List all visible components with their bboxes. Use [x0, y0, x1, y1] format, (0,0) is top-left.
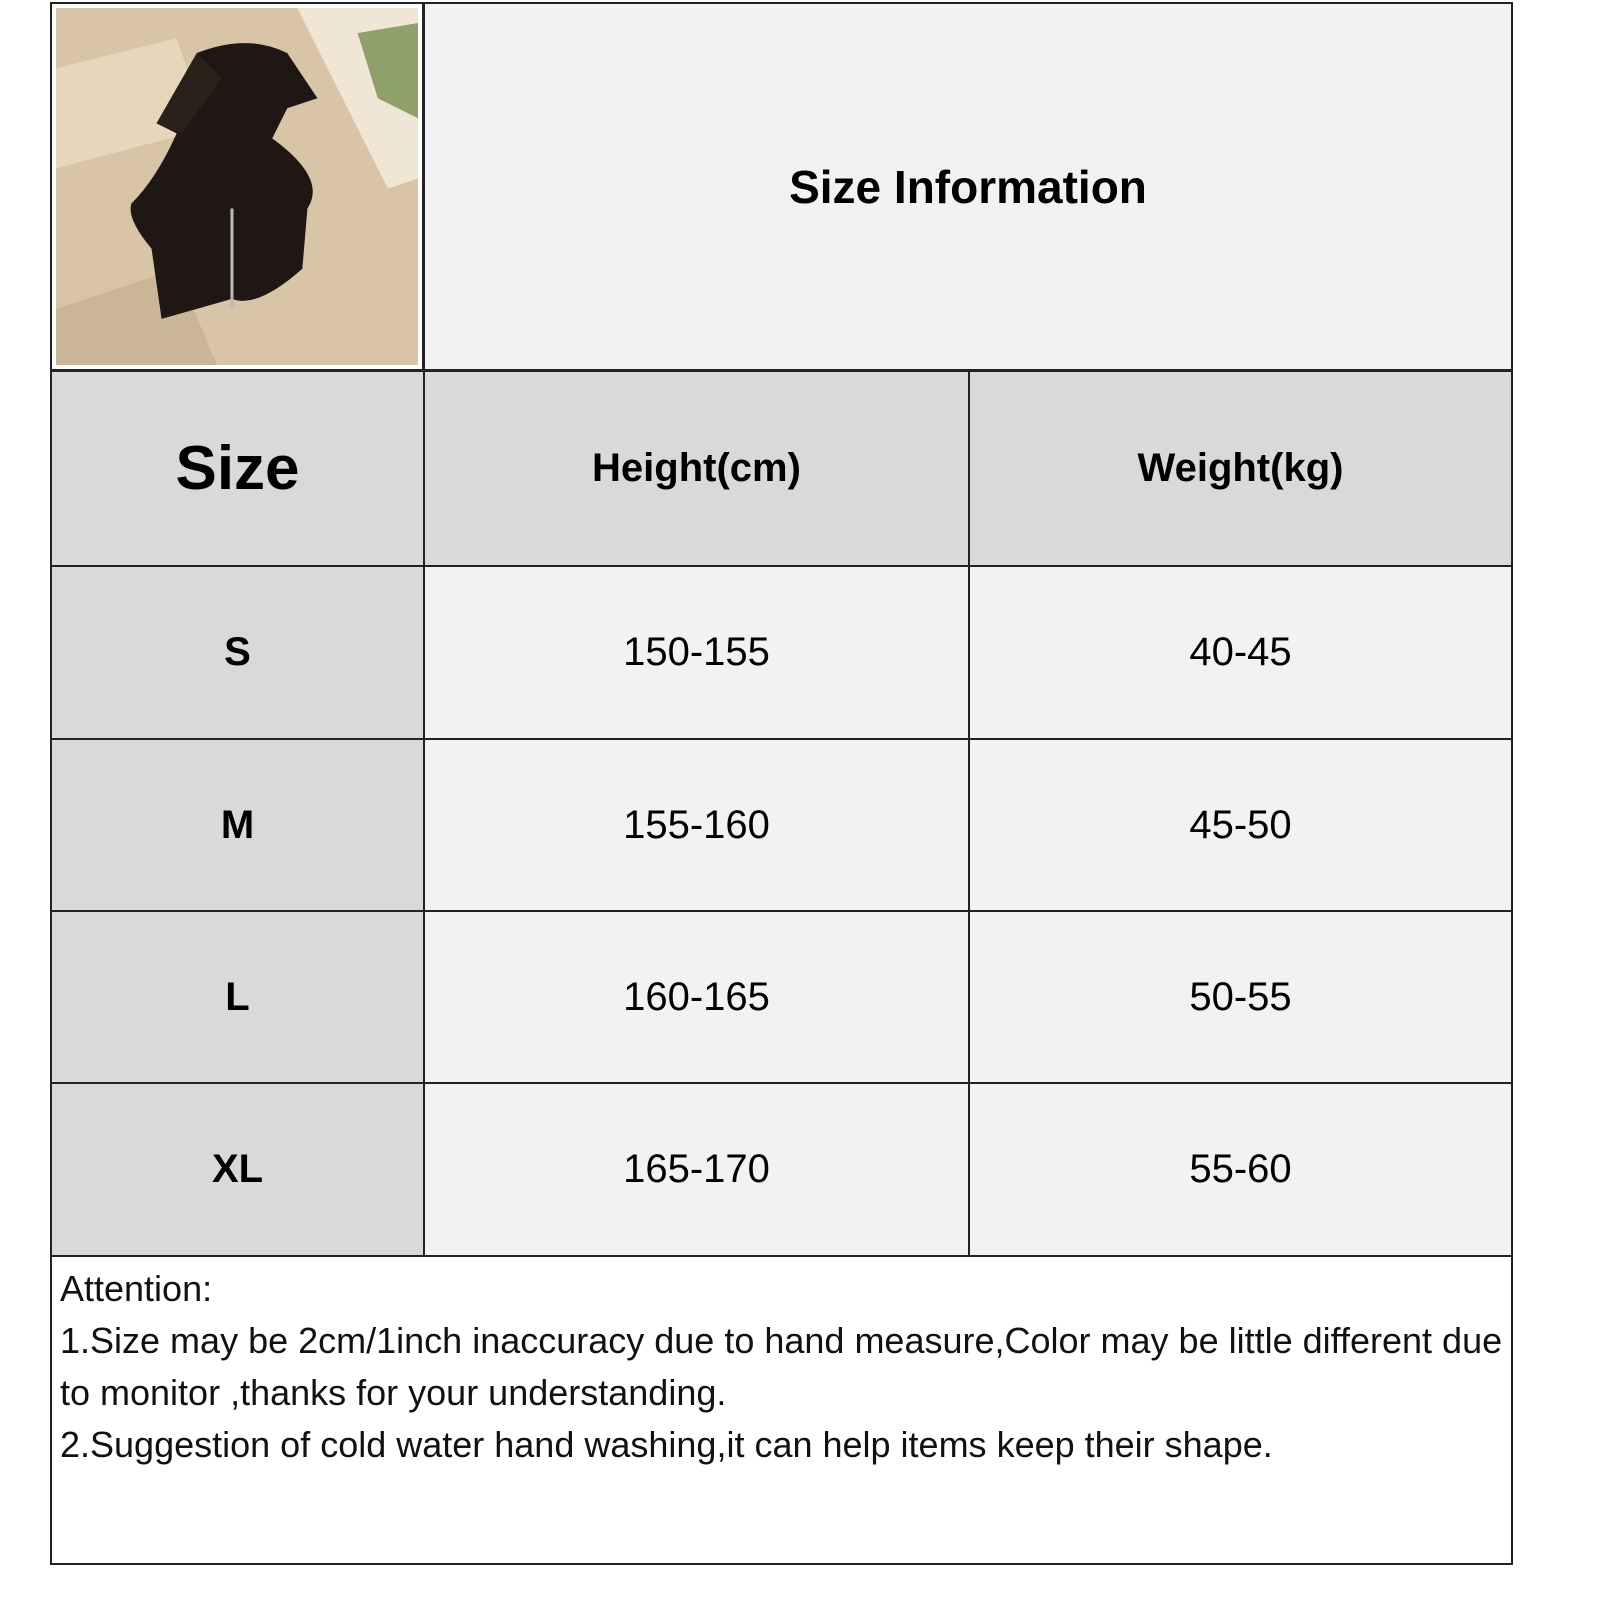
header-size: Size — [175, 434, 300, 503]
height-value: 165-170 — [623, 1147, 770, 1191]
weight-value: 45-50 — [1189, 802, 1292, 847]
height-value: 155-160 — [623, 802, 770, 847]
height-value: 150-155 — [623, 630, 770, 674]
attention-line-2: 2.Suggestion of cold water hand washing,… — [60, 1424, 1273, 1465]
header-weight-cell: Weight(kg) — [970, 372, 1511, 567]
header-weight: Weight(kg) — [1137, 446, 1344, 490]
size-label: XL — [211, 1147, 264, 1191]
header-height-cell: Height(cm) — [425, 372, 970, 567]
weight-value: 40-45 — [1189, 630, 1292, 674]
size-label: S — [224, 630, 251, 674]
product-image — [56, 8, 418, 365]
size-chart-table: Size Information Size Height(cm) Weight(… — [50, 2, 1513, 1565]
product-photo — [52, 4, 425, 372]
attention-heading: Attention: — [60, 1268, 213, 1309]
size-label: M — [220, 802, 255, 847]
height-value: 160-165 — [623, 974, 770, 1019]
header-height: Height(cm) — [592, 446, 801, 490]
size-label: L — [225, 974, 250, 1019]
title-cell: Size Information — [425, 4, 1511, 372]
weight-value: 55-60 — [1189, 1147, 1292, 1191]
weight-value: 50-55 — [1189, 974, 1292, 1019]
header-size-cell: Size — [52, 372, 425, 567]
page-title: Size Information — [789, 160, 1147, 213]
attention-line-1: 1.Size may be 2cm/1inch inaccuracy due t… — [60, 1320, 1513, 1413]
attention-notes: Attention: 1.Size may be 2cm/1inch inacc… — [52, 1257, 1511, 1563]
